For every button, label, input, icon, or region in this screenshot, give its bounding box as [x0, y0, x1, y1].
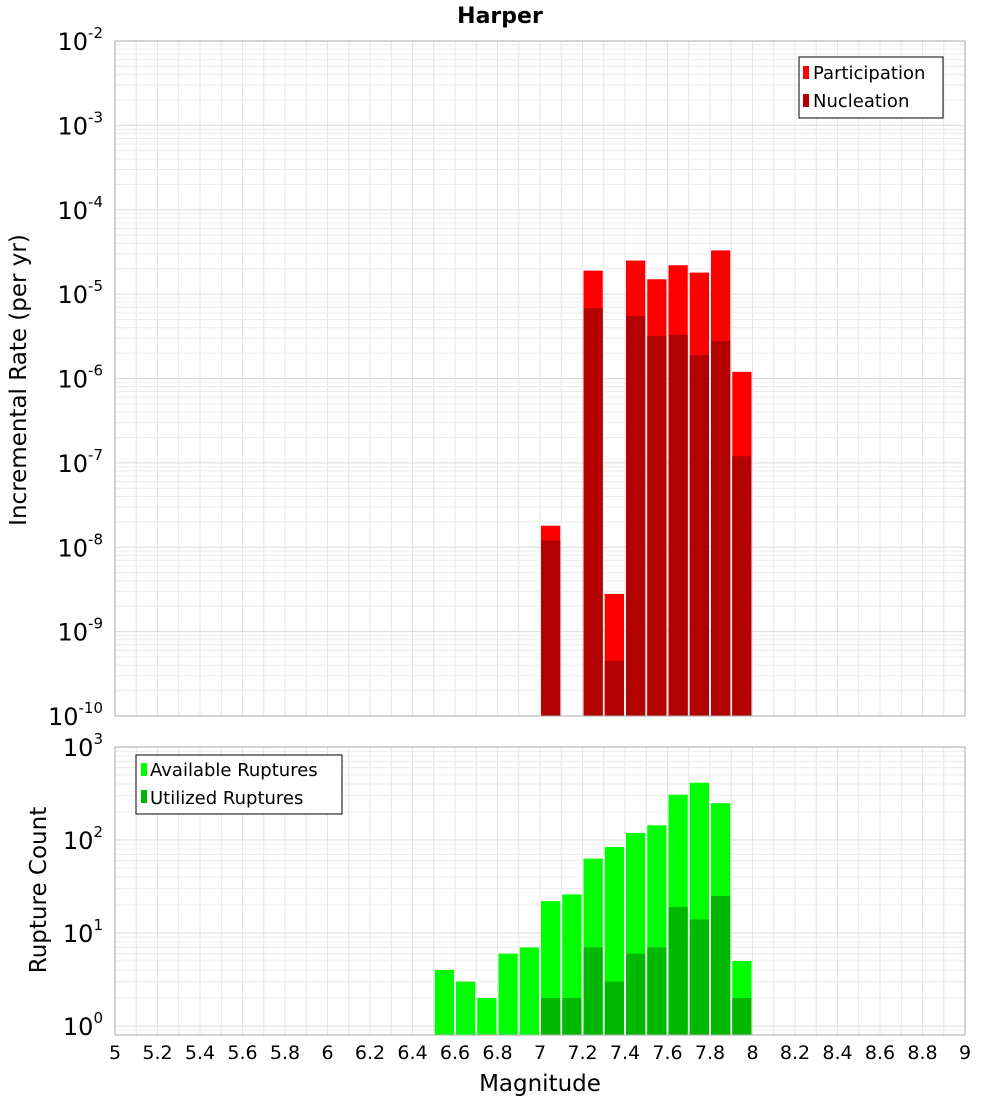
top-bar-nucleation — [668, 334, 688, 716]
x-tick-label: 6.6 — [440, 1042, 470, 1064]
bottom-bar-utilized-ruptures — [562, 997, 582, 1035]
top-y-tick-label: 10-9 — [57, 615, 103, 647]
legend-label-utilized: Utilized Ruptures — [150, 788, 303, 809]
top-y-axis-label: Incremental Rate (per yr) — [6, 234, 32, 526]
bottom-bar-utilized-ruptures — [647, 947, 667, 1035]
top-bar-nucleation — [689, 354, 709, 716]
x-tick-label: 8.6 — [865, 1042, 895, 1064]
bottom-bar-utilized-ruptures — [732, 997, 752, 1035]
top-bar-nucleation — [711, 340, 731, 716]
top-y-tick-label: 10-7 — [57, 446, 103, 478]
legend-label-nucleation: Nucleation — [813, 91, 909, 112]
top-y-tick-label: 10-8 — [57, 530, 103, 562]
bottom-bar-available-ruptures — [498, 953, 518, 1035]
x-tick-label: 6.4 — [397, 1042, 427, 1064]
bottom-bar-available-ruptures — [477, 997, 497, 1035]
bottom-bar-available-ruptures — [434, 969, 454, 1035]
bottom-y-axis-label: Rupture Count — [26, 807, 52, 973]
bottom-bar-utilized-ruptures — [689, 919, 709, 1035]
x-tick-label: 5 — [109, 1042, 121, 1064]
legend-swatch-nucleation — [803, 94, 809, 107]
x-tick-label: 6.2 — [355, 1042, 385, 1064]
x-tick-label: 5.2 — [142, 1042, 172, 1064]
top-y-tick-label: 10-10 — [48, 699, 103, 731]
top-bar-nucleation — [604, 660, 624, 716]
x-tick-label: 8.8 — [907, 1042, 937, 1064]
x-tick-label: 8.2 — [780, 1042, 810, 1064]
bottom-bar-utilized-ruptures — [668, 907, 688, 1035]
bottom-frame — [114, 746, 966, 1036]
bottom-y-tick-label: 101 — [63, 916, 103, 948]
x-tick-label: 5.8 — [270, 1042, 300, 1064]
top-y-tick-label: 10-4 — [57, 193, 103, 225]
x-tick-label: 6.8 — [482, 1042, 512, 1064]
x-axis-label: Magnitude — [479, 1071, 601, 1097]
top-bar-nucleation — [647, 335, 667, 716]
top-y-tick-label: 10-5 — [57, 277, 103, 309]
bottom-legend: Available Ruptures Utilized Ruptures — [135, 754, 343, 815]
x-tick-label: 9 — [959, 1042, 971, 1064]
x-tick-label: 5.4 — [185, 1042, 215, 1064]
top-y-tick-label: 10-2 — [57, 24, 103, 56]
top-y-tick-label: 10-6 — [57, 362, 103, 394]
top-legend-box — [798, 56, 944, 119]
x-tick-label: 7.8 — [695, 1042, 725, 1064]
chart-title: Harper — [457, 4, 543, 29]
x-tick-label: 5.6 — [227, 1042, 257, 1064]
x-tick-label: 7 — [534, 1042, 546, 1064]
bottom-bar-utilized-ruptures — [626, 953, 646, 1035]
x-tick-label: 7.6 — [652, 1042, 682, 1064]
bottom-y-tick-label: 103 — [63, 730, 103, 762]
bottom-bar-available-ruptures — [519, 947, 539, 1035]
top-bar-nucleation — [583, 308, 603, 716]
top-bar-nucleation — [541, 540, 561, 716]
top-frame — [114, 40, 966, 717]
top-legend: Participation Nucleation — [798, 56, 944, 119]
bottom-bar-utilized-ruptures — [604, 981, 624, 1035]
x-tick-label: 8 — [746, 1042, 758, 1064]
bottom-bar-utilized-ruptures — [583, 947, 603, 1035]
legend-label-available: Available Ruptures — [150, 760, 318, 781]
top-bar-nucleation — [626, 316, 646, 716]
bottom-bar-utilized-ruptures — [711, 895, 731, 1035]
bottom-y-tick-label: 102 — [63, 823, 103, 855]
x-tick-label: 8.4 — [822, 1042, 852, 1064]
bottom-bar-available-ruptures — [456, 981, 476, 1035]
top-panel: 10-10 10-9 10-8 10-7 10-6 10-5 10-4 10-3 10-2 — [48, 24, 966, 731]
top-bar-nucleation — [732, 456, 752, 716]
top-y-tick-label: 10-3 — [57, 108, 103, 140]
legend-label-participation: Participation — [813, 63, 925, 84]
legend-swatch-utilized — [141, 790, 147, 803]
bottom-bar-utilized-ruptures — [541, 997, 561, 1035]
legend-swatch-participation — [803, 66, 809, 79]
x-tick-label: 7.4 — [610, 1042, 640, 1064]
x-tick-label: 6 — [321, 1042, 333, 1064]
bottom-y-tick-label: 100 — [63, 1009, 103, 1041]
legend-swatch-available — [141, 763, 147, 776]
x-tick-label: 7.2 — [567, 1042, 597, 1064]
bottom-legend-box — [135, 754, 343, 815]
